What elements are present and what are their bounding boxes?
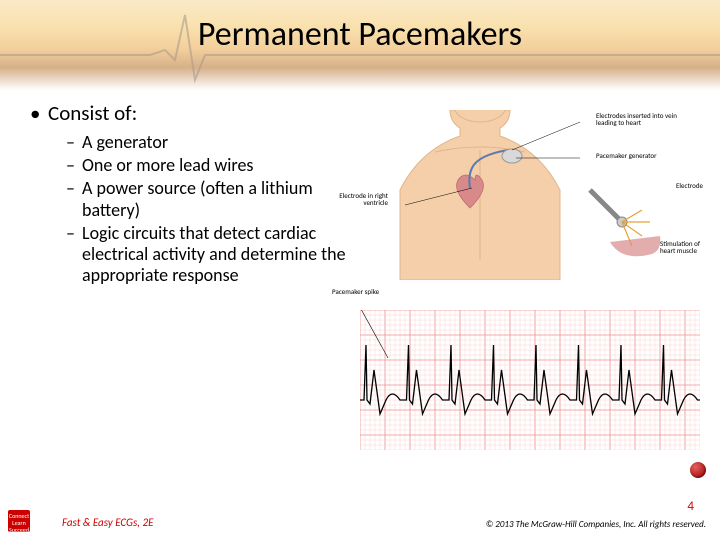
label-spike: Pacemaker spike (332, 288, 382, 295)
bullet-sub: Logic circuits that detect cardiac elect… (30, 223, 350, 287)
bullet-sub: A power source (often a lithium battery) (30, 178, 350, 220)
slide-title: Permanent Pacemakers (0, 14, 720, 55)
bullet-list: Consist of: A generator One or more lead… (30, 100, 350, 289)
footer-copyright: © 2013 The McGraw-Hill Companies, Inc. A… (486, 519, 706, 530)
footer-left-text: Fast & Easy ECGs, 2E (62, 516, 153, 529)
page-number: 4 (687, 499, 694, 514)
publisher-logo-text: Connect Learn Succeed (9, 512, 29, 534)
torso-illustration (380, 110, 580, 280)
inset-stimulation (580, 180, 670, 270)
label-electrode: Electrode (676, 182, 716, 189)
label-electrodes-vein: Electrodes inserted into vein leading to… (596, 112, 686, 127)
decorative-red-dot-icon (690, 462, 706, 478)
publisher-logo: Connect Learn Succeed (8, 510, 30, 532)
label-stimulation: Stimulation of heart muscle (660, 240, 710, 255)
figure-pacemaker-diagram: Electrodes inserted into vein leading to… (360, 110, 700, 460)
footer: Connect Learn Succeed Fast & Easy ECGs, … (0, 502, 720, 532)
label-rv-electrode: Electrode in right ventricle (336, 192, 388, 207)
bullet-sub: A generator (30, 132, 350, 153)
label-generator: Pacemaker generator (596, 152, 686, 159)
ecg-strip (360, 310, 700, 450)
bullet-sub: One or more lead wires (30, 155, 350, 176)
bullet-main: Consist of: (30, 100, 350, 126)
